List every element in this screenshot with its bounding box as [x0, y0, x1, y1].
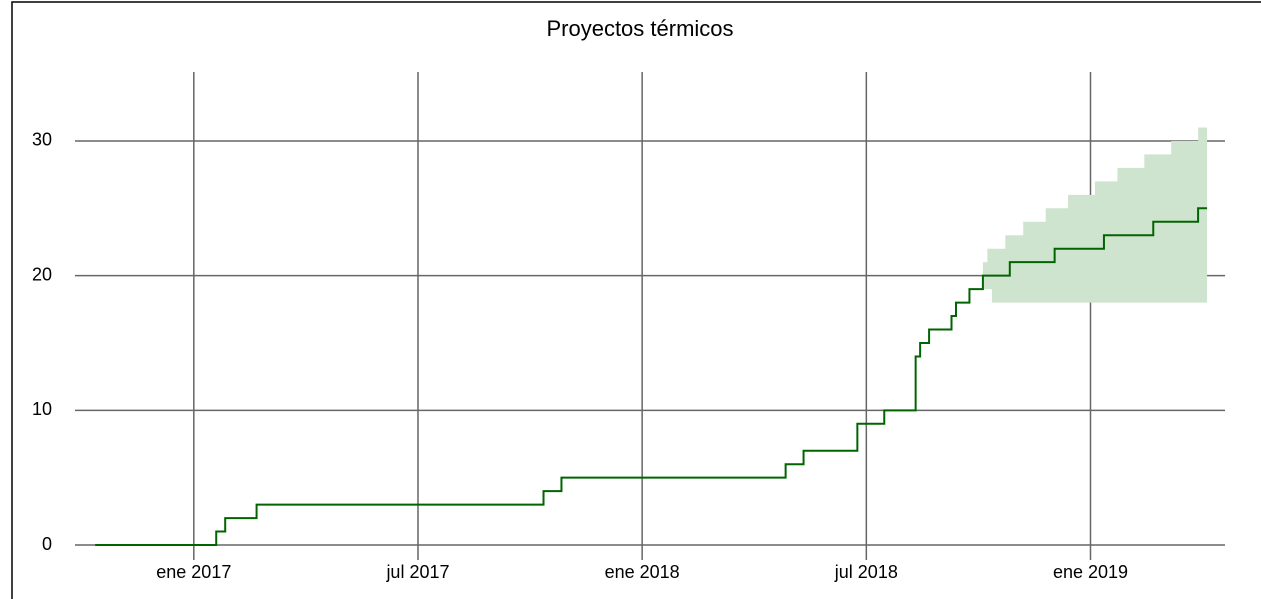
y-tick-label: 20	[32, 264, 52, 284]
forecast-band	[982, 127, 1208, 303]
x-tick-label: jul 2017	[385, 562, 449, 582]
y-tick-label: 30	[32, 130, 52, 150]
x-tick-label: ene 2018	[605, 562, 680, 582]
step-line	[95, 207, 1208, 546]
frame	[11, 1, 1261, 599]
y-tick-label: 10	[32, 399, 52, 419]
x-tick-label: ene 2019	[1053, 562, 1128, 582]
x-tick-label: ene 2017	[156, 562, 231, 582]
chart-title: Proyectos térmicos	[546, 16, 733, 41]
y-tick-label: 0	[42, 534, 52, 554]
x-tick-label: jul 2018	[834, 562, 898, 582]
